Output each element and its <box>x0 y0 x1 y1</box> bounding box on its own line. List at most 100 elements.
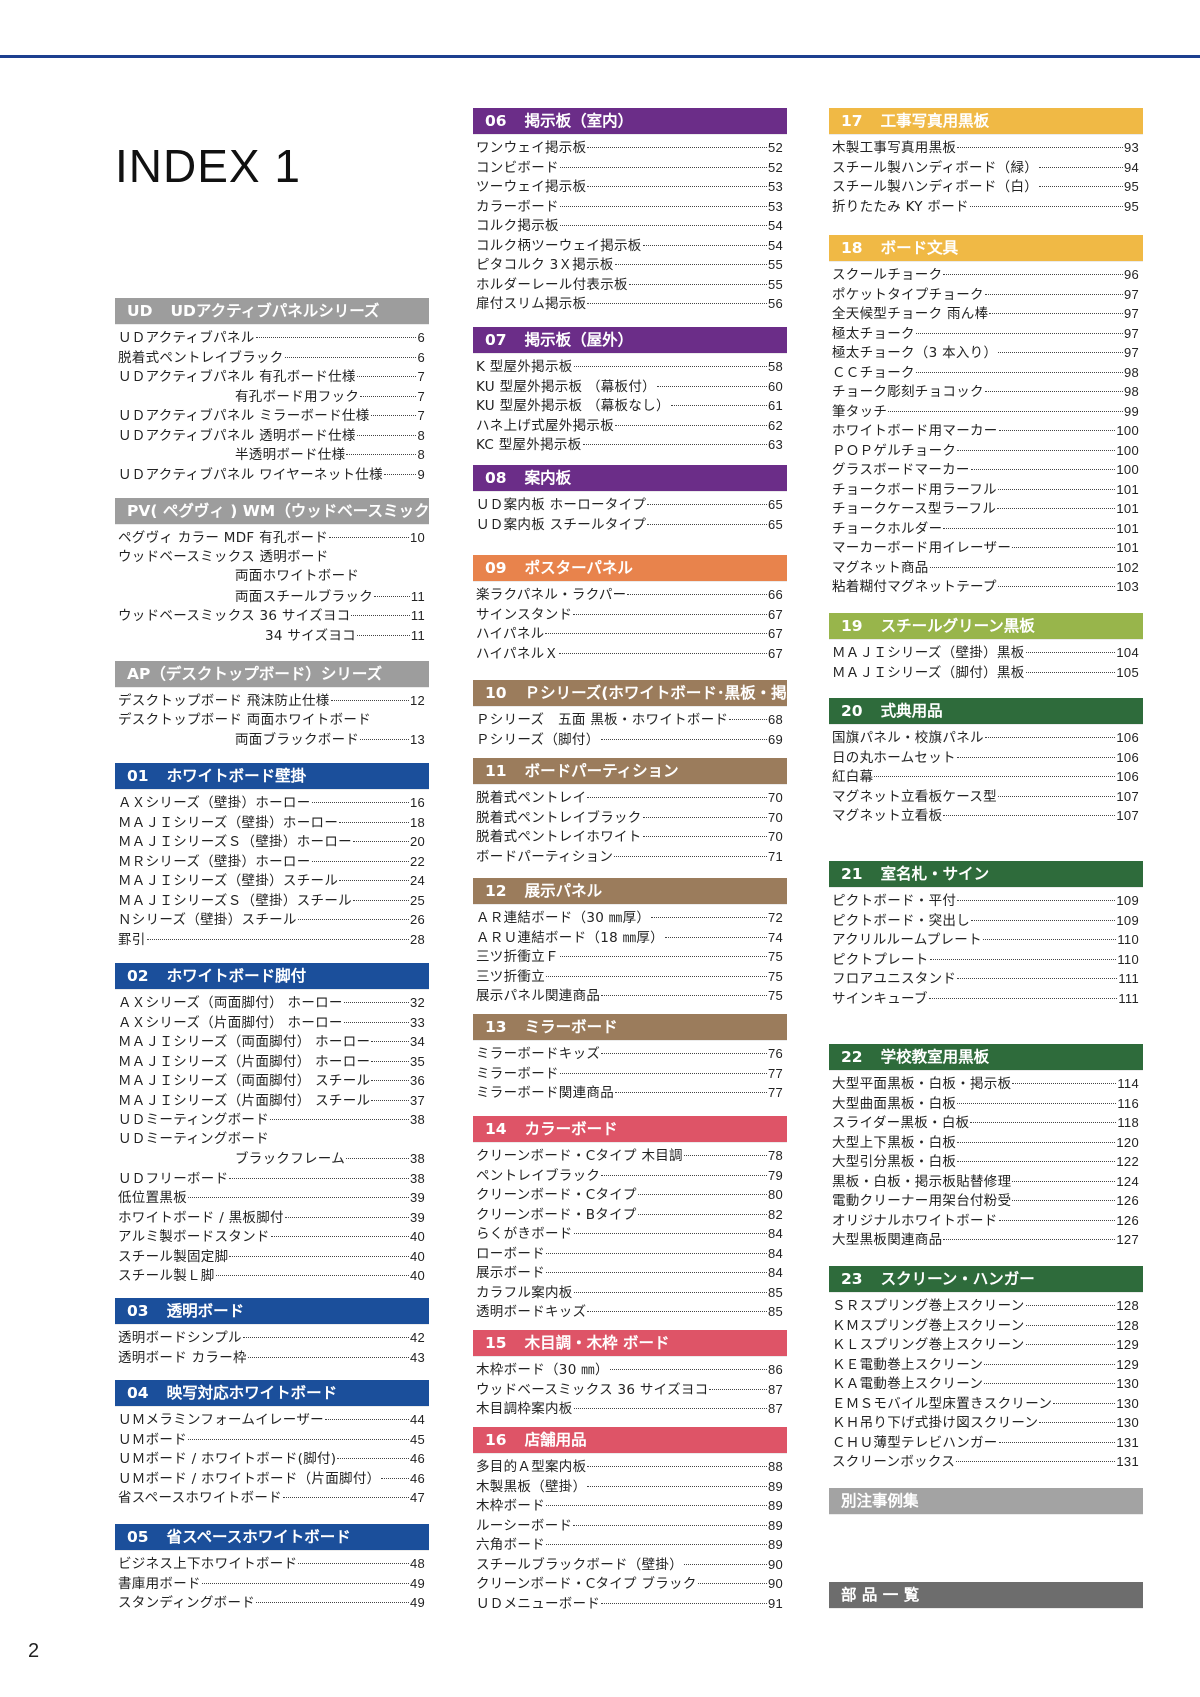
index-entry[interactable]: 国旗パネル・校旗パネル 106 <box>829 728 1143 748</box>
index-entry[interactable]: アルミ製ボードスタンド 40 <box>115 1227 429 1247</box>
index-entry[interactable]: ＵＭメラミンフォームイレーザー 44 <box>115 1410 429 1430</box>
index-entry[interactable]: 低位置黒板 39 <box>115 1188 429 1208</box>
index-entry[interactable]: 粘着糊付マグネットテープ 103 <box>829 577 1143 597</box>
index-entry[interactable]: ペグヴィ カラー MDF 有孔ボード 10 <box>115 528 429 548</box>
index-entry[interactable]: 脱着式ペントレイ 70 <box>473 788 787 808</box>
index-entry[interactable]: 大型曲面黒板・白板 116 <box>829 1094 1143 1114</box>
index-entry[interactable]: 極太チョーク（3 本入り） 97 <box>829 343 1143 363</box>
section-header[interactable]: 別注事例集 <box>829 1488 1143 1514</box>
index-entry[interactable]: ウッドベースミックス 36 サイズヨコ 87 <box>473 1380 787 1400</box>
index-entry[interactable]: 極太チョーク 97 <box>829 324 1143 344</box>
section-header[interactable]: 15 木目調・木枠 ボード <box>473 1330 787 1356</box>
index-entry[interactable]: ＭＡＪＩシリーズ（片面脚付） スチール 37 <box>115 1091 429 1111</box>
index-entry[interactable]: ＵＤフリーボード 38 <box>115 1169 429 1189</box>
index-entry[interactable]: KU 型屋外掲示板 （幕板付） 60 <box>473 377 787 397</box>
index-entry[interactable]: ビジネス上下ホワイトボード 48 <box>115 1554 429 1574</box>
index-entry[interactable]: ＡＲＵ連結ボード（18 ㎜厚） 74 <box>473 928 787 948</box>
index-entry[interactable]: 書庫用ボード 49 <box>115 1574 429 1594</box>
index-entry[interactable]: 脱着式ペントレイホワイト 70 <box>473 827 787 847</box>
index-entry[interactable]: ブラックフレーム 38 <box>115 1149 429 1169</box>
index-entry[interactable]: ピクトボード・突出し 109 <box>829 911 1143 931</box>
index-entry[interactable]: K 型屋外掲示板 58 <box>473 357 787 377</box>
index-entry[interactable]: ハイパネルＸ 67 <box>473 644 787 664</box>
index-entry[interactable]: ＵＭボード / ホワイトボード(脚付) 46 <box>115 1449 429 1469</box>
index-entry[interactable]: ＵＤアクティブパネル 透明ボード仕様 8 <box>115 426 429 446</box>
section-header[interactable]: PV( ペグヴィ ) WM（ウッドベースミックス）シリーズ <box>115 498 429 524</box>
section-header[interactable]: 16 店舗用品 <box>473 1427 787 1453</box>
index-entry[interactable]: ハネ上げ式屋外掲示板 62 <box>473 416 787 436</box>
section-header[interactable]: 06 掲示板（室内） <box>473 108 787 134</box>
index-entry[interactable]: ホワイトボード用マーカー 100 <box>829 421 1143 441</box>
index-entry[interactable]: 木目調枠案内板 87 <box>473 1399 787 1419</box>
index-entry[interactable]: ツーウェイ掲示板 53 <box>473 177 787 197</box>
index-entry[interactable]: 六角ボード 89 <box>473 1535 787 1555</box>
index-entry[interactable]: 電動クリーナー用架台付粉受 126 <box>829 1191 1143 1211</box>
index-entry[interactable]: スチール製ハンディボード（緑） 94 <box>829 158 1143 178</box>
index-entry[interactable]: サインスタンド 67 <box>473 605 787 625</box>
index-entry[interactable]: スクールチョーク 96 <box>829 265 1143 285</box>
section-header[interactable]: 08 案内板 <box>473 465 787 491</box>
index-entry[interactable]: コルク柄ツーウェイ掲示板 54 <box>473 236 787 256</box>
index-entry[interactable]: ＡＸシリーズ（壁掛）ホーロー 16 <box>115 793 429 813</box>
section-header[interactable]: 21 室名札・サイン <box>829 861 1143 887</box>
index-entry[interactable]: サインキューブ 111 <box>829 989 1143 1009</box>
index-entry[interactable]: 大型引分黒板・白板 122 <box>829 1152 1143 1172</box>
index-entry[interactable]: 三ツ折衝立Ｆ 75 <box>473 947 787 967</box>
index-entry[interactable]: クリーンボード・Cタイプ 80 <box>473 1185 787 1205</box>
index-entry[interactable]: 紅白幕 106 <box>829 767 1143 787</box>
index-entry[interactable]: ＵＤアクティブパネル ミラーボード仕様 7 <box>115 406 429 426</box>
section-header[interactable]: 05 省スペースホワイトボード <box>115 1524 429 1550</box>
index-entry[interactable]: ローボード 84 <box>473 1244 787 1264</box>
index-entry[interactable]: ＫＭスプリング巻上スクリーン 128 <box>829 1316 1143 1336</box>
index-entry[interactable]: ＵＤアクティブパネル 有孔ボード仕様 7 <box>115 367 429 387</box>
section-header[interactable]: 22 学校教室用黒板 <box>829 1044 1143 1070</box>
index-entry[interactable]: マーカーボード用イレーザー 101 <box>829 538 1143 558</box>
index-entry[interactable]: ホルダーレール付表示板 55 <box>473 275 787 295</box>
index-entry[interactable]: ピタコルク 3Ｘ掲示板 55 <box>473 255 787 275</box>
index-entry[interactable]: 展示ボード 84 <box>473 1263 787 1283</box>
index-entry[interactable]: 楽ラクパネル・ラクパー 66 <box>473 585 787 605</box>
index-entry[interactable]: ウッドベースミックス 36 サイズヨコ 11 <box>115 606 429 626</box>
index-entry[interactable]: ミラーボード 77 <box>473 1064 787 1084</box>
index-entry[interactable]: Ｐシリーズ 五面 黒板・ホワイトボード 68 <box>473 710 787 730</box>
index-entry[interactable]: 両面ブラックボード 13 <box>115 730 429 750</box>
index-entry[interactable]: ＡＸシリーズ（両面脚付） ホーロー 32 <box>115 993 429 1013</box>
section-header[interactable]: AP（デスクトップボード）シリーズ <box>115 661 429 687</box>
index-entry[interactable]: ホワイトボード / 黒板脚付 39 <box>115 1208 429 1228</box>
index-entry[interactable]: 透明ボードキッズ 85 <box>473 1302 787 1322</box>
index-entry[interactable]: クリーンボード・Cタイプ ブラック 90 <box>473 1574 787 1594</box>
index-entry[interactable]: Ｐシリーズ（脚付） 69 <box>473 730 787 750</box>
index-entry[interactable]: 大型平面黒板・白板・掲示板 114 <box>829 1074 1143 1094</box>
index-entry[interactable]: 筆タッチ 99 <box>829 402 1143 422</box>
index-entry[interactable]: 全天候型チョーク 雨ん棒 97 <box>829 304 1143 324</box>
index-entry[interactable]: ミラーボードキッズ 76 <box>473 1044 787 1064</box>
index-entry[interactable]: 三ツ折衝立 75 <box>473 967 787 987</box>
index-entry[interactable]: 木枠ボード（30 ㎜） 86 <box>473 1360 787 1380</box>
index-entry[interactable]: スチールブラックボード（壁掛） 90 <box>473 1555 787 1575</box>
index-entry[interactable]: ＣＨＵ薄型テレビハンガー 131 <box>829 1433 1143 1453</box>
index-entry[interactable]: ＫＬスプリング巻上スクリーン 129 <box>829 1335 1143 1355</box>
index-entry[interactable]: マグネット立看板 107 <box>829 806 1143 826</box>
index-entry[interactable]: グラスボードマーカー 100 <box>829 460 1143 480</box>
section-header[interactable]: 04 映写対応ホワイトボード <box>115 1380 429 1406</box>
section-header[interactable]: 19 スチールグリーン黒板 <box>829 613 1143 639</box>
index-entry[interactable]: ウッドベースミックス 透明ボード <box>115 548 429 568</box>
index-entry[interactable]: ＭＡＪＩシリーズＳ（壁掛）ホーロー 20 <box>115 832 429 852</box>
section-header[interactable]: 部 品 一 覧 <box>829 1582 1143 1608</box>
index-entry[interactable]: 脱着式ペントレイブラック 6 <box>115 348 429 368</box>
index-entry[interactable]: ＵＤ案内板 ホーロータイプ 65 <box>473 495 787 515</box>
section-header[interactable]: 23 スクリーン・ハンガー <box>829 1266 1143 1292</box>
index-entry[interactable]: スチール製Ｌ脚 40 <box>115 1266 429 1286</box>
index-entry[interactable]: 木枠ボード 89 <box>473 1496 787 1516</box>
index-entry[interactable]: チョークケース型ラーフル 101 <box>829 499 1143 519</box>
index-entry[interactable]: ＭＡＪＩシリーズ（壁掛）スチール 24 <box>115 871 429 891</box>
section-header[interactable]: 11 ボードパーティション <box>473 758 787 784</box>
index-entry[interactable]: ＫＥ電動巻上スクリーン 129 <box>829 1355 1143 1375</box>
index-entry[interactable]: Ｎシリーズ（壁掛）スチール 26 <box>115 910 429 930</box>
section-header[interactable]: 07 掲示板（屋外） <box>473 327 787 353</box>
index-entry[interactable]: ＵＤアクティブパネル 6 <box>115 328 429 348</box>
index-entry[interactable]: 半透明ボード仕様 8 <box>115 445 429 465</box>
section-header[interactable]: 12 展示パネル <box>473 878 787 904</box>
index-entry[interactable]: ルーシーボード 89 <box>473 1516 787 1536</box>
index-entry[interactable]: スタンディングボード 49 <box>115 1593 429 1613</box>
